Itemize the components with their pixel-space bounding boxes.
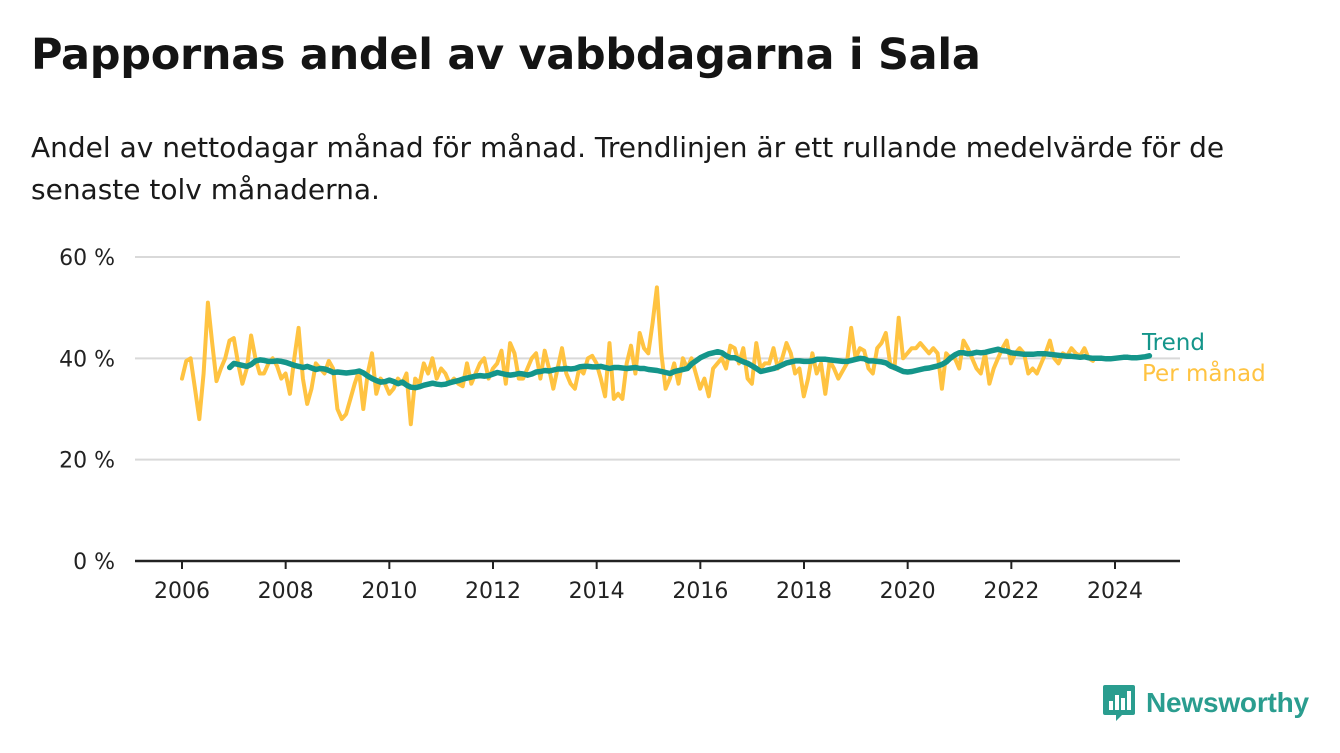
trend-series-line	[226, 346, 1153, 391]
x-tick-label: 2012	[465, 579, 521, 604]
x-tick-label: 2016	[672, 579, 728, 604]
y-axis-labels: 0 % 20 % 40 % 60 %	[59, 246, 115, 575]
x-tick-label: 2020	[880, 579, 936, 604]
y-tick-label: 60 %	[59, 246, 115, 271]
x-tick-label: 2010	[361, 579, 417, 604]
monthly-series-line	[180, 285, 1095, 427]
x-tick-label: 2024	[1087, 579, 1143, 604]
chart-subtitle: Andel av nettodagar månad för månad. Tre…	[31, 131, 1225, 206]
x-tick-label: 2018	[776, 579, 832, 604]
x-tick-label: 2014	[569, 579, 625, 604]
y-tick-label: 40 %	[59, 347, 115, 372]
gridlines	[135, 256, 1180, 461]
x-tick-label: 2022	[983, 579, 1039, 604]
brand-name: Newsworthy	[1146, 687, 1309, 718]
series-lines	[180, 285, 1153, 427]
series-labels: Per månad Trend	[1141, 330, 1266, 387]
brand-logo: Newsworthy	[1102, 683, 1309, 723]
x-tick-label: 2008	[258, 579, 314, 604]
newsworthy-icon	[1103, 685, 1135, 721]
chart-title: Pappornas andel av vabbdagarna i Sala	[31, 30, 981, 80]
x-tick-label: 2006	[154, 579, 210, 604]
monthly-label: Per månad	[1142, 359, 1266, 387]
y-tick-label: 0 %	[73, 550, 115, 575]
y-tick-label: 20 %	[59, 449, 115, 474]
trend-label: Trend	[1141, 330, 1205, 356]
x-axis: 2006 2008 2010 2012 2014 2016 2018 2020 2022 2024	[135, 559, 1180, 604]
